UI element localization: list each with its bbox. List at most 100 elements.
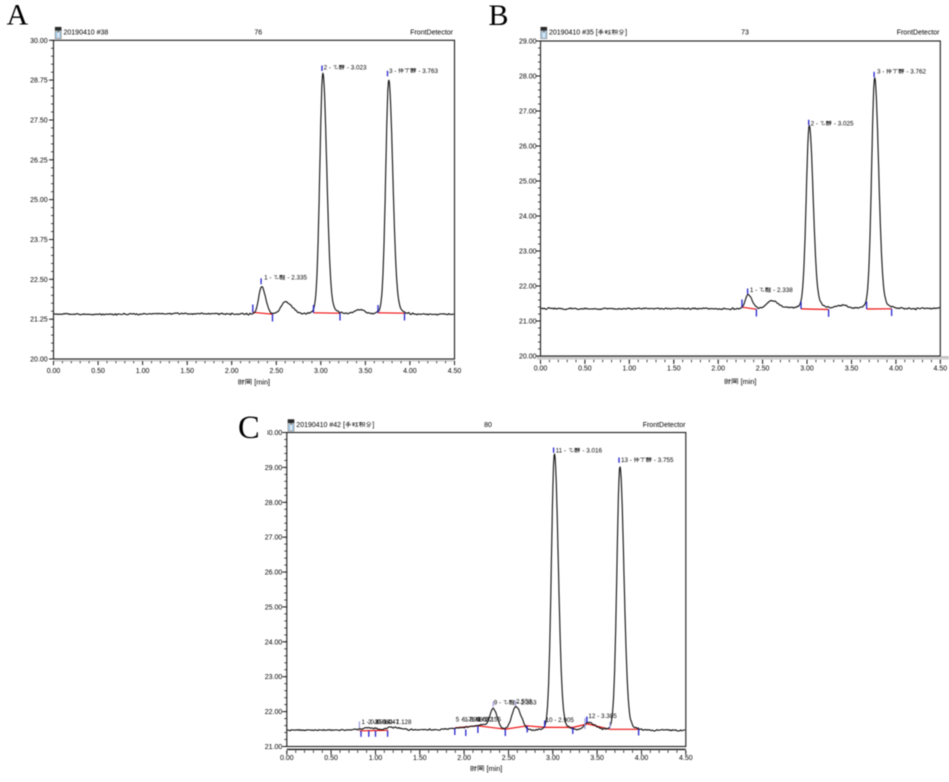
svg-text:1.50: 1.50 bbox=[667, 366, 681, 373]
svg-text:[min]: [min] bbox=[739, 377, 757, 386]
svg-text:76: 76 bbox=[254, 30, 262, 37]
svg-text:80: 80 bbox=[484, 422, 492, 429]
svg-text:7 - 2.052: 7 - 2.052 bbox=[469, 717, 494, 724]
svg-text:2.50: 2.50 bbox=[269, 368, 283, 375]
svg-text:B: B bbox=[489, 0, 509, 32]
svg-text:12 - 3.385: 12 - 3.385 bbox=[588, 713, 617, 720]
svg-text:- 3.755: - 3.755 bbox=[652, 457, 674, 464]
svg-text:4.50: 4.50 bbox=[448, 368, 462, 375]
svg-text:30.00: 30.00 bbox=[265, 430, 283, 437]
svg-text:3.00: 3.00 bbox=[546, 755, 560, 762]
svg-text:3.50: 3.50 bbox=[845, 366, 859, 373]
svg-text:2.50: 2.50 bbox=[502, 755, 516, 762]
svg-text:28.00: 28.00 bbox=[519, 74, 537, 81]
svg-text:0.00: 0.00 bbox=[47, 368, 61, 375]
svg-text:4.00: 4.00 bbox=[403, 368, 417, 375]
svg-text:25.00: 25.00 bbox=[265, 604, 283, 611]
svg-text:0.50: 0.50 bbox=[91, 368, 105, 375]
svg-text:]: ] bbox=[625, 30, 627, 37]
svg-text:21.00: 21.00 bbox=[519, 319, 537, 326]
svg-text:4.00: 4.00 bbox=[889, 366, 903, 373]
svg-text:- 2.353: - 2.353 bbox=[515, 700, 537, 707]
svg-text:2 -: 2 - bbox=[324, 65, 333, 72]
svg-text:- 3.025: - 3.025 bbox=[832, 121, 854, 128]
svg-text:1.00: 1.00 bbox=[369, 755, 383, 762]
svg-text:23.00: 23.00 bbox=[519, 249, 537, 256]
svg-text:1 - 0.850: 1 - 0.850 bbox=[362, 719, 387, 726]
svg-text:4.50: 4.50 bbox=[679, 755, 693, 762]
svg-text:26.25: 26.25 bbox=[30, 157, 48, 164]
svg-text:3 - 1.047: 3 - 1.047 bbox=[375, 719, 400, 726]
svg-text:28.00: 28.00 bbox=[265, 500, 283, 507]
svg-text:1 -: 1 - bbox=[264, 275, 273, 282]
svg-text:[min]: [min] bbox=[252, 378, 270, 387]
svg-text:20.00: 20.00 bbox=[519, 354, 537, 361]
svg-text:21.00: 21.00 bbox=[265, 744, 283, 751]
svg-text:[min]: [min] bbox=[485, 764, 503, 773]
svg-text:26.00: 26.00 bbox=[519, 144, 537, 151]
svg-text:26.00: 26.00 bbox=[265, 570, 283, 577]
svg-text:2 -: 2 - bbox=[811, 121, 820, 128]
svg-text:23.75: 23.75 bbox=[30, 237, 48, 244]
svg-text:9 -: 9 - bbox=[494, 700, 503, 707]
svg-text:0.00: 0.00 bbox=[534, 366, 548, 373]
svg-text:11 -: 11 - bbox=[556, 448, 568, 455]
svg-text:- 3.763: - 3.763 bbox=[417, 68, 439, 75]
svg-text:3.50: 3.50 bbox=[359, 368, 373, 375]
svg-text:2.00: 2.00 bbox=[225, 368, 239, 375]
svg-text:73: 73 bbox=[741, 30, 749, 37]
svg-text:2.50: 2.50 bbox=[756, 366, 770, 373]
svg-text:27.50: 27.50 bbox=[30, 118, 48, 125]
svg-text:30.00: 30.00 bbox=[30, 38, 48, 45]
svg-text:4.00: 4.00 bbox=[635, 755, 649, 762]
svg-text:- 3.023: - 3.023 bbox=[345, 65, 367, 72]
svg-text:25.00: 25.00 bbox=[519, 179, 537, 186]
svg-text:25.00: 25.00 bbox=[30, 197, 48, 204]
svg-text:FrontDetector: FrontDetector bbox=[643, 422, 686, 429]
svg-text:13 -: 13 - bbox=[621, 457, 634, 464]
svg-text:22.50: 22.50 bbox=[30, 277, 48, 284]
svg-text:- 3.762: - 3.762 bbox=[905, 69, 927, 76]
svg-text:20.00: 20.00 bbox=[30, 357, 48, 364]
svg-text:0.50: 0.50 bbox=[578, 366, 592, 373]
svg-text:21.25: 21.25 bbox=[30, 317, 48, 324]
svg-text:20190410 #38: 20190410 #38 bbox=[64, 30, 109, 37]
svg-text:- 2.335: - 2.335 bbox=[286, 275, 308, 282]
svg-text:3.00: 3.00 bbox=[314, 368, 328, 375]
svg-text:5 - 1.893: 5 - 1.893 bbox=[456, 717, 481, 724]
svg-text:FrontDetector: FrontDetector bbox=[897, 30, 940, 37]
svg-text:23.00: 23.00 bbox=[265, 674, 283, 681]
svg-text:29.00: 29.00 bbox=[519, 39, 537, 46]
svg-text:2 - 0.962: 2 - 0.962 bbox=[368, 719, 393, 726]
svg-text:1.00: 1.00 bbox=[136, 368, 150, 375]
svg-text:2.00: 2.00 bbox=[457, 755, 471, 762]
svg-text:27.00: 27.00 bbox=[519, 109, 537, 116]
svg-text:1.00: 1.00 bbox=[622, 366, 636, 373]
svg-text:A: A bbox=[7, 0, 29, 32]
svg-text:3 -: 3 - bbox=[389, 68, 398, 75]
svg-text:22.00: 22.00 bbox=[519, 284, 537, 291]
svg-text:3.00: 3.00 bbox=[800, 366, 814, 373]
svg-text:8 - 2.155: 8 - 2.155 bbox=[477, 717, 502, 724]
svg-text:]: ] bbox=[372, 422, 374, 429]
svg-text:0.50: 0.50 bbox=[324, 755, 338, 762]
svg-text:4.50: 4.50 bbox=[933, 366, 947, 373]
svg-text:10 - 2.905: 10 - 2.905 bbox=[546, 717, 575, 724]
svg-text:28.75: 28.75 bbox=[30, 78, 48, 85]
svg-text:4 - 1.128: 4 - 1.128 bbox=[387, 719, 412, 726]
svg-text:1.50: 1.50 bbox=[413, 755, 427, 762]
svg-text:2.00: 2.00 bbox=[711, 366, 725, 373]
svg-text:FrontDetector: FrontDetector bbox=[410, 30, 453, 37]
svg-text:27.00: 27.00 bbox=[265, 535, 283, 542]
svg-text:24.00: 24.00 bbox=[265, 639, 283, 646]
svg-text:22.00: 22.00 bbox=[265, 709, 283, 716]
svg-text:29.00: 29.00 bbox=[265, 465, 283, 472]
svg-text:6 - 1.985: 6 - 1.985 bbox=[462, 717, 487, 724]
svg-text:C: C bbox=[238, 410, 260, 446]
svg-text:3.50: 3.50 bbox=[590, 755, 604, 762]
svg-text:- 2.338: - 2.338 bbox=[771, 287, 793, 294]
svg-text:3 -: 3 - bbox=[877, 69, 886, 76]
svg-text:2.553: 2.553 bbox=[516, 699, 532, 706]
svg-text:0.00: 0.00 bbox=[280, 755, 294, 762]
svg-text:- 3.016: - 3.016 bbox=[581, 448, 603, 455]
